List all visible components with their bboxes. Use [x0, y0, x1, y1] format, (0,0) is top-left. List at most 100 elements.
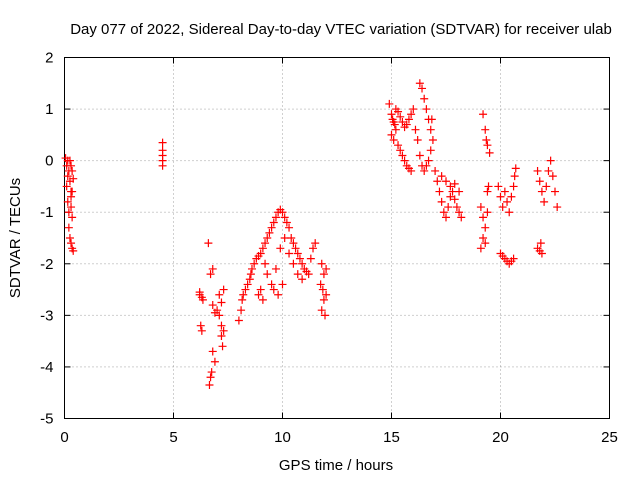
x-axis-label: GPS time / hours	[279, 457, 393, 474]
data-point	[404, 115, 413, 124]
data-point	[402, 120, 411, 129]
x-tick-label: 5	[169, 429, 177, 446]
data-point	[67, 239, 76, 248]
x-tick-label: 10	[274, 429, 291, 446]
data-point	[485, 148, 494, 157]
data-point	[407, 166, 416, 175]
data-point	[254, 290, 263, 299]
data-point	[258, 244, 267, 253]
data-point	[422, 105, 431, 114]
data-point	[309, 244, 318, 253]
data-point	[267, 280, 276, 289]
data-point	[398, 151, 407, 160]
data-point	[317, 259, 326, 268]
x-tick-label: 15	[383, 429, 400, 446]
data-point	[536, 239, 545, 248]
data-point	[207, 368, 216, 377]
data-point	[481, 223, 490, 232]
data-point	[265, 228, 274, 237]
data-point	[537, 187, 546, 196]
data-point	[533, 166, 542, 175]
data-point	[269, 285, 278, 294]
data-point	[278, 280, 287, 289]
data-point	[205, 380, 214, 389]
data-point	[507, 192, 516, 201]
data-point	[407, 110, 416, 119]
data-point	[551, 187, 559, 196]
x-tick-label: 20	[492, 429, 509, 446]
data-point	[293, 270, 302, 279]
data-point	[452, 203, 461, 212]
data-point	[208, 301, 217, 310]
data-point	[500, 187, 509, 196]
data-point	[316, 280, 325, 289]
data-point	[238, 295, 247, 304]
data-point	[426, 125, 435, 134]
data-point	[68, 213, 77, 222]
y-tick-label: -3	[40, 307, 53, 324]
data-point	[64, 208, 73, 217]
data-point	[306, 254, 315, 263]
data-point	[548, 172, 557, 181]
y-tick-label: 1	[45, 101, 53, 118]
data-point	[424, 156, 433, 165]
data-point	[237, 306, 246, 315]
data-point	[69, 174, 78, 183]
data-point	[158, 161, 167, 170]
data-point	[63, 172, 72, 181]
data-point	[322, 290, 331, 299]
data-point	[321, 311, 330, 320]
data-point	[496, 192, 505, 201]
data-point	[218, 342, 227, 351]
plot-frame	[64, 57, 610, 419]
data-point	[476, 203, 485, 212]
data-point	[481, 125, 490, 134]
data-point	[213, 306, 222, 315]
data-point	[446, 182, 455, 191]
data-point	[442, 177, 450, 186]
data-point	[67, 192, 76, 201]
y-tick-label: 0	[45, 153, 53, 170]
data-point	[215, 311, 224, 320]
data-point	[540, 197, 549, 206]
data-point	[484, 182, 493, 191]
data-point	[396, 112, 405, 121]
data-point	[256, 285, 265, 294]
data-point	[389, 136, 398, 145]
data-point	[67, 161, 76, 170]
data-point	[483, 141, 492, 150]
data-point	[269, 218, 278, 227]
data-point	[505, 208, 514, 217]
data-point	[479, 110, 488, 119]
data-point	[208, 347, 217, 356]
data-point	[274, 290, 283, 299]
data-point	[271, 213, 280, 222]
data-point	[64, 223, 73, 232]
data-point	[422, 161, 431, 170]
data-point	[391, 125, 400, 134]
data-point	[195, 288, 204, 297]
data-point	[510, 172, 519, 181]
data-point	[215, 290, 224, 299]
data-point	[503, 197, 512, 206]
chart-title: Day 077 of 2022, Sidereal Day-to-day VTE…	[70, 21, 612, 38]
data-points	[61, 79, 562, 389]
data-point	[444, 203, 453, 212]
data-point	[217, 321, 226, 330]
data-point	[68, 187, 77, 196]
data-point	[258, 295, 267, 304]
data-point	[390, 120, 399, 129]
data-point	[276, 244, 285, 253]
data-point	[420, 166, 429, 175]
data-point	[442, 213, 450, 222]
data-point	[295, 254, 304, 263]
data-point	[280, 213, 289, 222]
data-point	[509, 254, 518, 263]
data-point	[400, 156, 409, 165]
data-point	[196, 321, 205, 330]
data-point	[511, 164, 520, 173]
data-point	[239, 290, 248, 299]
data-point	[291, 244, 300, 253]
data-point	[479, 213, 488, 222]
data-point	[415, 151, 424, 160]
